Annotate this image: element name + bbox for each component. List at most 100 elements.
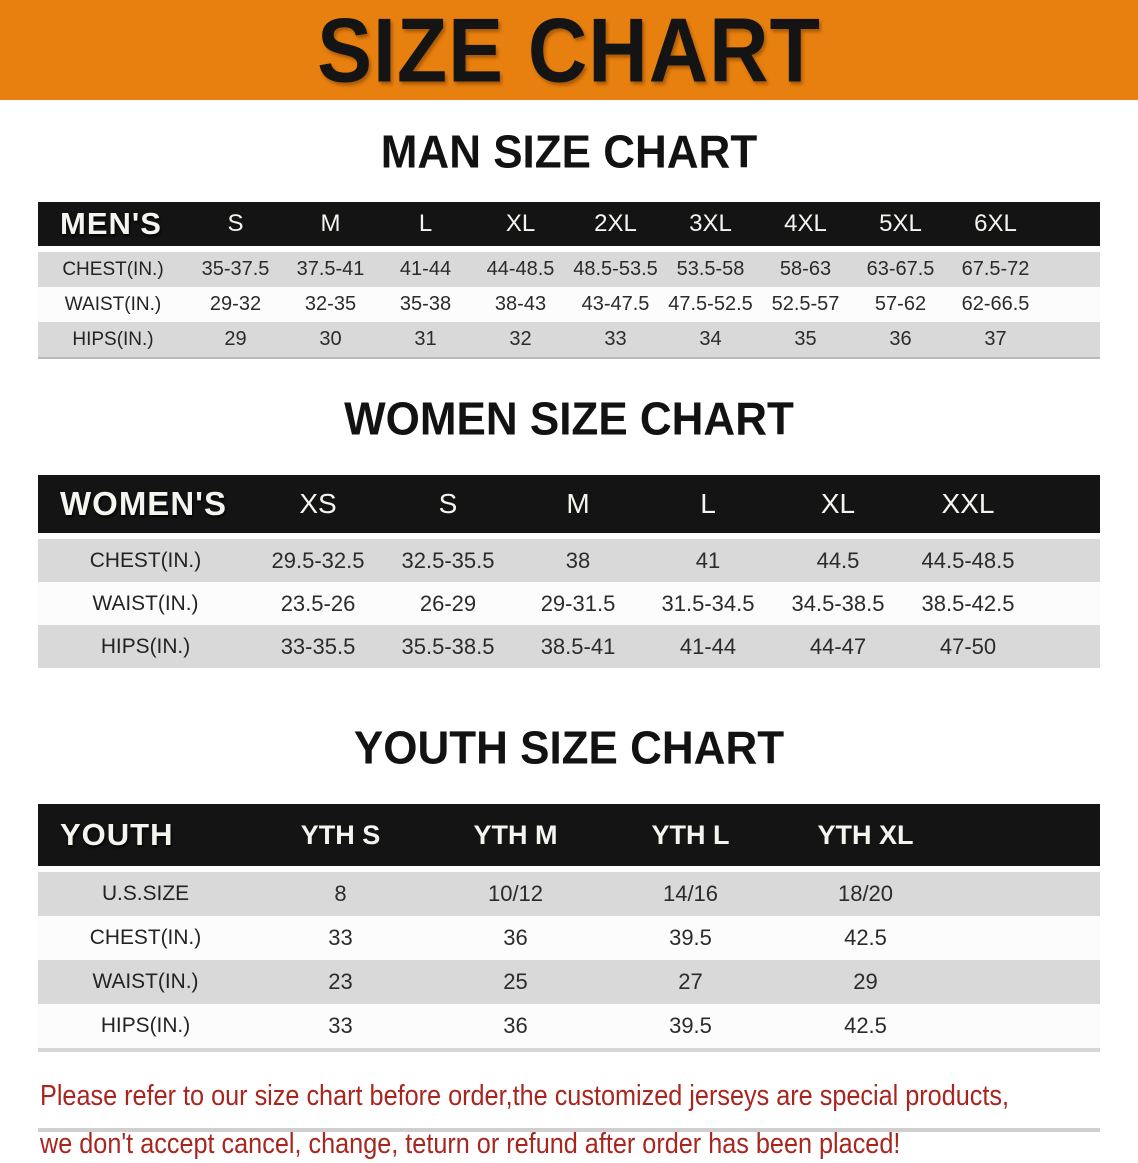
size-header-cell: M [320,210,341,237]
size-header-cell: L [700,488,716,519]
women-table-row: CHEST(IN.) 29.5-32.5 32.5-35.5 38 41 44.5 44.5… [38,539,1100,582]
size-value-cell: 37 [984,328,1007,350]
size-header-cell: XL [505,210,536,237]
size-value-cell: 44-48.5 [486,258,555,280]
row-label: HIPS(IN.) [72,328,154,350]
row-label: WAIST(IN.) [92,970,199,993]
women-size-section: WOMEN SIZE CHART WOMEN'S XS S M L XL XXL CHEST(… [0,393,1138,668]
size-value-cell: 18/20 [837,881,894,906]
row-label: CHEST(IN.) [62,258,164,280]
youth-table-row: U.S.SIZE 8 10/12 14/16 18/20 [38,872,1100,916]
size-value-cell: 35.5-38.5 [401,633,495,659]
size-value-cell: 36 [503,925,528,950]
size-value-cell: 41 [695,547,721,573]
youth-table-row: WAIST(IN.) 23 25 27 29 [38,960,1100,1004]
size-header-cell: YTH M [473,819,558,850]
size-value-cell: 39.5 [669,925,712,950]
size-value-cell: 31 [414,328,437,350]
row-label: U.S.SIZE [101,882,190,905]
size-value-cell: 38.5-41 [540,633,616,659]
youth-size-table: YOUTH YTH S YTH M YTH L YTH XL U.S.SIZE 8 10/12… [38,804,1100,1052]
size-value-cell: 44-47 [809,633,867,659]
size-value-cell: 29-31.5 [540,590,616,616]
size-value-cell: 38 [565,547,591,573]
row-label: WAIST(IN.) [92,591,199,615]
men-table-header-bar: MEN'S S M L XL 2XL 3XL 4XL 5XL 6XL [38,202,1100,246]
size-header-cell: 3XL [689,210,732,237]
size-value-cell: 33 [328,925,353,950]
size-header-cell: 4XL [784,210,827,237]
size-header-cell: XL [820,488,856,519]
size-header-cell: XXL [941,488,995,519]
size-header-cell: S [227,210,244,237]
size-value-cell: 58-63 [779,258,832,280]
men-section-title: MAN SIZE CHART [380,126,758,179]
size-value-cell: 29 [853,969,878,994]
row-label: CHEST(IN.) [89,926,202,949]
size-value-cell: 32 [509,328,532,350]
size-header-cell: XS [299,488,337,519]
size-value-cell: 37.5-41 [296,258,365,280]
size-header-cell: 5XL [879,210,922,237]
size-value-cell: 29.5-32.5 [271,547,365,573]
size-value-cell: 44.5 [816,547,860,573]
banner-title: SIZE CHART [317,0,821,101]
size-value-cell: 29-32 [209,293,262,315]
size-value-cell: 63-67.5 [866,258,935,280]
size-header-cell: 6XL [974,210,1017,237]
youth-section-title: YOUTH SIZE CHART [353,722,785,775]
size-value-cell: 62-66.5 [961,293,1030,315]
youth-size-section: YOUTH SIZE CHART YOUTH YTH S YTH M YTH L YTH… [0,722,1138,1052]
youth-table-row: HIPS(IN.) 33 36 39.5 42.5 [38,1004,1100,1048]
size-header-cell: S [438,488,458,519]
size-value-cell: 25 [503,969,528,994]
size-value-cell: 36 [889,328,912,350]
size-value-cell: 29 [224,328,247,350]
footer-note: Please refer to our size chart before or… [0,1078,1138,1163]
size-value-cell: 32.5-35.5 [401,547,495,573]
size-header-cell: L [418,210,433,237]
size-value-cell: 48.5-53.5 [573,258,658,280]
size-value-cell: 38.5-42.5 [921,590,1015,616]
footer-note-line1: Please refer to our size chart before or… [40,1080,1010,1112]
row-label: HIPS(IN.) [100,1014,191,1037]
size-value-cell: 43-47.5 [581,293,650,315]
size-value-cell: 33 [328,1013,353,1038]
size-value-cell: 30 [319,328,342,350]
size-value-cell: 52.5-57 [771,293,840,315]
size-value-cell: 32-35 [304,293,357,315]
size-value-cell: 67.5-72 [961,258,1030,280]
size-header-cell: M [566,488,590,519]
size-value-cell: 41-44 [399,258,452,280]
size-value-cell: 34.5-38.5 [791,590,885,616]
size-value-cell: 35-37.5 [201,258,270,280]
men-table-row: WAIST(IN.) 29-32 32-35 35-38 38-43 43-47.5 47.… [38,287,1100,322]
size-value-cell: 42.5 [844,925,887,950]
size-value-cell: 47-50 [939,633,997,659]
women-section-title: WOMEN SIZE CHART [344,393,794,446]
size-value-cell: 31.5-34.5 [661,590,755,616]
size-header-cell: 2XL [594,210,637,237]
row-label: WAIST(IN.) [64,293,162,315]
size-value-cell: 44.5-48.5 [921,547,1015,573]
men-group-label: MEN'S [60,206,162,241]
size-value-cell: 36 [503,1013,528,1038]
row-label: HIPS(IN.) [100,634,191,658]
size-value-cell: 26-29 [419,590,477,616]
size-value-cell: 34 [699,328,722,350]
row-label: CHEST(IN.) [89,548,202,572]
size-value-cell: 47.5-52.5 [668,293,753,315]
size-value-cell: 42.5 [844,1013,887,1038]
women-size-table: WOMEN'S XS S M L XL XXL CHEST(IN.) 29.5-32.5 32.5… [38,475,1100,668]
bottom-edge-line [38,1128,1100,1132]
men-size-section: MAN SIZE CHART MEN'S S M L XL 2XL 3XL 4XL 5XL 6XL… [0,126,1138,359]
men-table-row: HIPS(IN.) 29 30 31 32 33 34 35 36 37 [38,322,1100,357]
men-size-table: MEN'S S M L XL 2XL 3XL 4XL 5XL 6XL CHEST(IN.) 35-37… [38,202,1100,359]
banner: SIZE CHART [0,0,1138,100]
size-value-cell: 23 [328,969,353,994]
women-table-row: HIPS(IN.) 33-35.5 35.5-38.5 38.5-41 41-44 44-… [38,625,1100,668]
size-value-cell: 38-43 [494,293,547,315]
size-value-cell: 23.5-26 [280,590,356,616]
youth-group-label: YOUTH [60,817,174,852]
size-header-cell: YTH S [300,819,381,850]
